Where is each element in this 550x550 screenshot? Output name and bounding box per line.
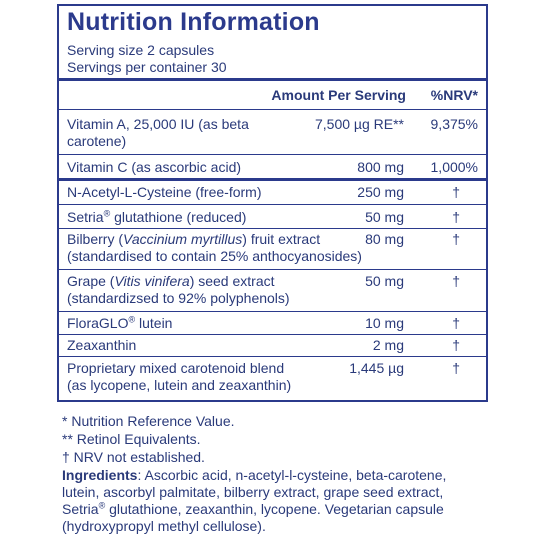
grape-amount: 50 mg	[365, 273, 404, 289]
bilberry-nrv: †	[452, 231, 460, 247]
amount-header: Amount Per Serving	[271, 87, 406, 103]
nac-amount: 250 mg	[357, 184, 404, 200]
divider	[59, 311, 486, 312]
vitamin-a-name-cont: carotene)	[67, 133, 127, 149]
grape-name: Grape (Vitis vinifera) seed extract	[67, 273, 275, 289]
floraglo-name: FloraGLO® lutein	[67, 314, 173, 331]
zeaxanthin-name: Zeaxanthin	[67, 337, 137, 353]
divider	[59, 178, 486, 181]
carotenoid-nrv: †	[452, 360, 460, 376]
setria-name: Setria® glutathione (reduced)	[67, 208, 247, 225]
bilberry-amount: 80 mg	[365, 231, 404, 247]
nac-nrv: †	[452, 184, 460, 200]
divider	[59, 109, 486, 110]
nutrition-panel: Nutrition Information Serving size 2 cap…	[57, 4, 488, 402]
bilberry-name: Bilberry (Vaccinium myrtillus) fruit ext…	[67, 231, 321, 247]
footnote-dagger: † NRV not established.	[62, 449, 205, 465]
setria-nrv: †	[452, 209, 460, 225]
carotenoid-name: Proprietary mixed carotenoid blend	[67, 360, 285, 376]
zeaxanthin-nrv: †	[452, 337, 460, 353]
divider	[59, 334, 486, 335]
floraglo-amount: 10 mg	[365, 315, 404, 331]
vitamin-a-nrv: 9,375%	[430, 116, 478, 132]
vitamin-a-amount: 7,500 µg RE**	[314, 116, 404, 132]
nac-name: N-Acetyl-L-Cysteine (free-form)	[67, 184, 262, 200]
divider	[59, 78, 486, 81]
bilberry-standardisation: (standardised to contain 25% anthocyanos…	[67, 248, 362, 264]
setria-amount: 50 mg	[365, 209, 404, 225]
divider	[59, 154, 486, 155]
divider	[59, 269, 486, 270]
divider	[59, 204, 486, 205]
carotenoid-composition: (as lycopene, lutein and zeaxanthin)	[67, 377, 292, 393]
nrv-header: %NRV*	[430, 87, 478, 103]
serving-size: Serving size 2 capsules	[67, 42, 215, 58]
carotenoid-amount: 1,445 µg	[349, 360, 404, 376]
grape-standardisation: (standardizsed to 92% polyphenols)	[67, 290, 290, 306]
floraglo-nrv: †	[452, 315, 460, 331]
vitamin-c-amount: 800 mg	[357, 159, 404, 175]
ingredients-label: Ingredients	[62, 467, 138, 483]
vitamin-c-nrv: 1,000%	[430, 159, 478, 175]
ingredients-text: Ingredients: Ascorbic acid, n-acetyl-l-c…	[62, 467, 447, 534]
vitamin-c-name: Vitamin C (as ascorbic acid)	[67, 159, 242, 175]
vitamin-a-name: Vitamin A, 25,000 IU (as beta	[67, 116, 249, 132]
zeaxanthin-amount: 2 mg	[372, 337, 404, 353]
footnote-retinol: ** Retinol Equivalents.	[62, 431, 201, 447]
grape-nrv: †	[452, 273, 460, 289]
servings-per-container: Servings per container 30	[67, 59, 227, 75]
footnote-nrv: * Nutrition Reference Value.	[62, 413, 235, 429]
divider	[59, 228, 486, 229]
panel-title: Nutrition Information	[67, 8, 320, 36]
divider	[59, 356, 486, 357]
